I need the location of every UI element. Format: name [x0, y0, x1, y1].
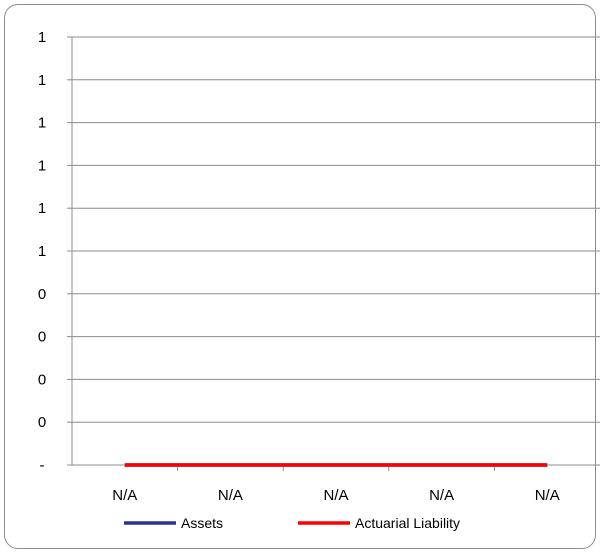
y-tick-label: 0	[38, 414, 46, 431]
chart-frame	[4, 4, 596, 549]
legend-label: Assets	[181, 515, 223, 531]
y-tick-label: 1	[38, 115, 46, 132]
x-axis-tick-labels: N/A N/A N/A N/A N/A	[112, 487, 559, 504]
y-tick-label: 1	[38, 243, 46, 260]
axes	[67, 36, 600, 471]
x-tick-label: N/A	[112, 487, 137, 504]
legend-label: Actuarial Liability	[355, 515, 460, 531]
y-tick-label: 1	[38, 72, 46, 89]
y-tick-label: 0	[38, 329, 46, 346]
x-tick-label: N/A	[535, 487, 560, 504]
y-tick-label: 0	[38, 371, 46, 388]
gridlines	[72, 36, 600, 423]
y-tick-label: 1	[38, 29, 46, 46]
y-tick-label: 1	[38, 200, 46, 217]
x-tick-label: N/A	[218, 487, 243, 504]
y-tick-label: 0	[38, 286, 46, 303]
x-tick-label: N/A	[323, 487, 348, 504]
x-tick-label: N/A	[429, 487, 454, 504]
y-tick-label: 1	[38, 157, 46, 174]
legend: Assets Actuarial Liability	[124, 515, 460, 531]
y-tick-label: -	[40, 457, 45, 474]
y-axis-tick-labels: - 0 0 0 0 1 1 1 1 1 1	[38, 29, 46, 474]
